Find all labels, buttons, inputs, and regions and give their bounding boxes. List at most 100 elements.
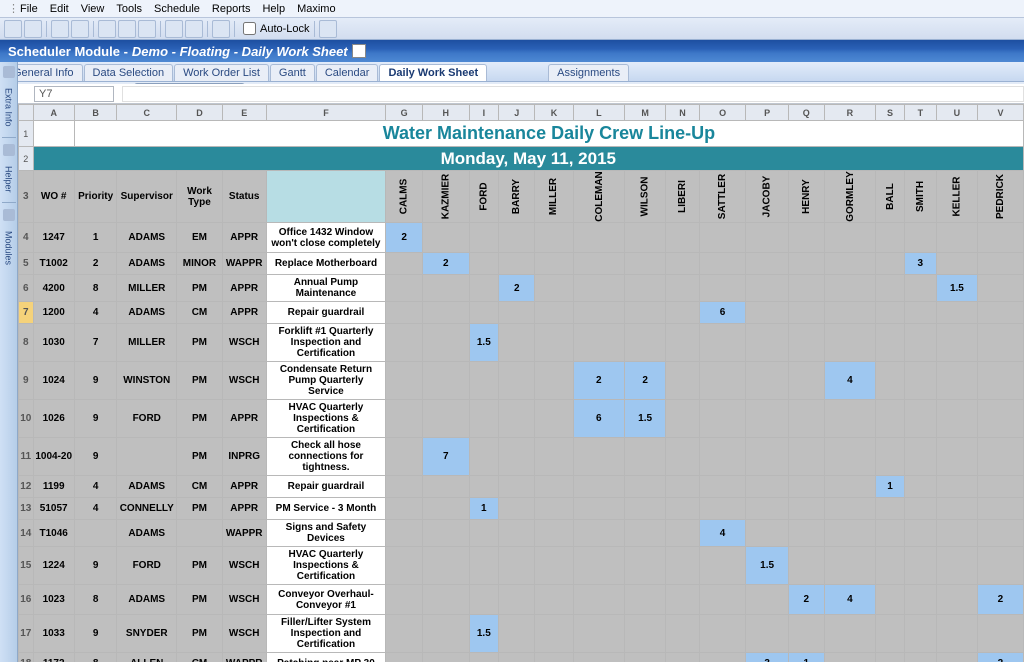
col-header[interactable]: C (117, 105, 177, 121)
crew-cell[interactable] (535, 615, 573, 653)
crew-cell[interactable] (788, 275, 824, 302)
crew-cell[interactable] (876, 400, 905, 438)
crew-cell[interactable] (699, 653, 745, 662)
menu-help[interactable]: Help (256, 2, 291, 16)
crew-cell[interactable] (422, 476, 469, 498)
row-header[interactable]: 14 (19, 520, 34, 547)
crew-cell[interactable] (535, 253, 573, 275)
crew-cell[interactable]: 4 (824, 585, 876, 615)
crew-cell[interactable] (746, 476, 789, 498)
crew-cell[interactable] (936, 324, 977, 362)
toolbar-filter-icon[interactable] (165, 20, 183, 38)
crew-cell[interactable] (666, 520, 700, 547)
crew-cell[interactable] (666, 324, 700, 362)
crew-cell[interactable] (666, 653, 700, 662)
row-header[interactable]: 17 (19, 615, 34, 653)
crew-cell[interactable] (904, 476, 936, 498)
crew-cell[interactable] (469, 400, 499, 438)
cell[interactable]: EM (177, 223, 223, 253)
crew-cell[interactable] (824, 520, 876, 547)
col-header[interactable]: E (222, 105, 266, 121)
crew-cell[interactable]: 1 (788, 653, 824, 662)
crew-cell[interactable] (746, 362, 789, 400)
cell[interactable]: WSCH (222, 547, 266, 585)
crew-cell[interactable] (666, 275, 700, 302)
row-header[interactable]: 16 (19, 585, 34, 615)
cell[interactable]: 1224 (33, 547, 74, 585)
col-header[interactable]: S (876, 105, 905, 121)
crew-cell[interactable] (625, 615, 666, 653)
cell[interactable]: ADAMS (117, 302, 177, 324)
crew-cell[interactable] (573, 520, 625, 547)
cell[interactable]: 8 (74, 585, 117, 615)
crew-cell[interactable] (386, 615, 423, 653)
crew-cell[interactable] (699, 223, 745, 253)
cell[interactable]: PM (177, 400, 223, 438)
crew-cell[interactable] (625, 547, 666, 585)
col-header[interactable]: K (535, 105, 573, 121)
row-header[interactable]: 1 (19, 121, 34, 147)
cell[interactable]: APPR (222, 400, 266, 438)
tab-assignments[interactable]: Assignments (548, 64, 629, 81)
crew-cell[interactable] (386, 476, 423, 498)
crew-cell[interactable] (876, 498, 905, 520)
crew-cell[interactable]: 1 (469, 498, 499, 520)
cell[interactable]: FORD (117, 400, 177, 438)
description-cell[interactable]: Repair guardrail (266, 302, 386, 324)
crew-cell[interactable] (824, 400, 876, 438)
cell[interactable]: MILLER (117, 324, 177, 362)
autolock-checkbox[interactable]: Auto-Lock (239, 22, 310, 35)
col-header[interactable]: V (977, 105, 1023, 121)
crew-cell[interactable]: 1.5 (936, 275, 977, 302)
crew-cell[interactable] (625, 520, 666, 547)
crew-cell[interactable]: 1.5 (746, 547, 789, 585)
crew-cell[interactable] (936, 520, 977, 547)
crew-cell[interactable] (977, 275, 1023, 302)
crew-cell[interactable] (573, 653, 625, 662)
crew-cell[interactable] (386, 498, 423, 520)
crew-cell[interactable] (824, 547, 876, 585)
cell[interactable]: 1023 (33, 585, 74, 615)
crew-cell[interactable] (499, 476, 535, 498)
crew-cell[interactable] (824, 253, 876, 275)
crew-cell[interactable]: 3 (746, 653, 789, 662)
crew-cell[interactable] (573, 324, 625, 362)
crew-cell[interactable] (977, 324, 1023, 362)
side-helper-icon[interactable] (3, 144, 15, 156)
side-modules-icon[interactable] (3, 209, 15, 221)
crew-cell[interactable] (977, 520, 1023, 547)
col-header[interactable]: P (746, 105, 789, 121)
crew-cell[interactable] (788, 615, 824, 653)
cell[interactable]: 9 (74, 547, 117, 585)
col-header[interactable]: B (74, 105, 117, 121)
crew-cell[interactable] (904, 547, 936, 585)
tab-work-order-list[interactable]: Work Order List (174, 64, 269, 81)
crew-cell[interactable] (788, 547, 824, 585)
tab-data-selection[interactable]: Data Selection (84, 64, 174, 81)
crew-cell[interactable]: 4 (824, 362, 876, 400)
crew-cell[interactable] (936, 362, 977, 400)
tab-gantt[interactable]: Gantt (270, 64, 315, 81)
crew-cell[interactable] (936, 615, 977, 653)
crew-cell[interactable] (666, 223, 700, 253)
crew-cell[interactable]: 2 (625, 362, 666, 400)
crew-cell[interactable] (876, 547, 905, 585)
cell[interactable]: FORD (117, 547, 177, 585)
crew-cell[interactable] (904, 324, 936, 362)
crew-cell[interactable] (469, 520, 499, 547)
crew-cell[interactable] (422, 498, 469, 520)
crew-cell[interactable] (977, 400, 1023, 438)
crew-cell[interactable] (422, 520, 469, 547)
crew-cell[interactable] (788, 324, 824, 362)
crew-cell[interactable] (666, 498, 700, 520)
description-cell[interactable]: Check all hose connections for tightness… (266, 438, 386, 476)
crew-cell[interactable] (977, 498, 1023, 520)
crew-cell[interactable] (386, 302, 423, 324)
crew-cell[interactable]: 3 (904, 253, 936, 275)
col-header[interactable]: R (824, 105, 876, 121)
crew-cell[interactable] (904, 498, 936, 520)
crew-cell[interactable]: 1 (876, 476, 905, 498)
crew-cell[interactable] (499, 362, 535, 400)
cell[interactable]: ALLEN (117, 653, 177, 662)
crew-cell[interactable] (666, 253, 700, 275)
